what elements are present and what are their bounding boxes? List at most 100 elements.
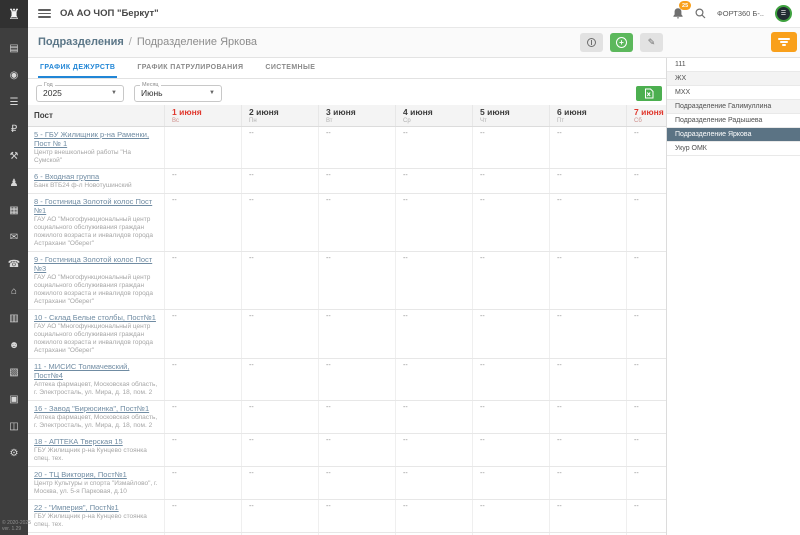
post-link[interactable]: 11 - МИСИС Толмачевский, Пост№4 [34, 362, 130, 380]
schedule-cell[interactable]: -- [472, 169, 549, 193]
year-select[interactable]: Год 2025 ▼ [36, 81, 124, 102]
case-icon[interactable]: ⌂ [10, 286, 18, 297]
schedule-cell[interactable]: -- [626, 169, 666, 193]
schedule-cell[interactable]: -- [626, 194, 666, 251]
ruble-icon[interactable]: ₽ [10, 124, 18, 135]
scan-icon[interactable]: ▦ [9, 205, 19, 216]
subdivision-item[interactable]: Укур ОМК [667, 142, 800, 156]
book-icon[interactable]: ◫ [9, 421, 19, 432]
subdivision-item[interactable]: 111 [667, 58, 800, 72]
schedule-cell[interactable]: -- [241, 467, 318, 499]
post-link[interactable]: 8 - Гостиница Золотой колос Пост №1 [34, 197, 153, 215]
personnel-icon[interactable]: ♟ [9, 178, 19, 189]
schedule-cell[interactable]: -- [472, 434, 549, 466]
schedule-cell[interactable]: -- [318, 500, 395, 532]
breadcrumb-root-link[interactable]: Подразделения [38, 36, 124, 48]
schedule-cell[interactable]: -- [626, 533, 666, 535]
schedule-cell[interactable]: -- [395, 169, 472, 193]
schedule-cell[interactable]: -- [395, 194, 472, 251]
schedule-cell[interactable]: -- [626, 500, 666, 532]
schedule-cell[interactable]: -- [164, 359, 241, 400]
post-link[interactable]: 10 - Склад Белые столбы, Пост№1 [34, 313, 156, 322]
schedule-cell[interactable]: -- [318, 401, 395, 433]
schedule-cell[interactable]: -- [472, 310, 549, 358]
add-button[interactable]: + [610, 33, 633, 52]
user-avatar[interactable]: ☰ [775, 5, 792, 22]
schedule-cell[interactable]: -- [241, 252, 318, 309]
schedule-cell[interactable]: -- [318, 252, 395, 309]
schedule-cell[interactable]: -- [164, 401, 241, 433]
schedule-cell[interactable]: -- [395, 310, 472, 358]
schedule-cell[interactable]: -- [395, 359, 472, 400]
schedule-cell[interactable]: -- [318, 467, 395, 499]
post-link[interactable]: 5 - ГБУ Жилищник р-на Раменки, Пост № 1 [34, 130, 150, 148]
schedule-cell[interactable]: -- [318, 169, 395, 193]
month-select[interactable]: Месяц Июнь ▼ [134, 81, 222, 102]
schedule-cell[interactable]: -- [472, 533, 549, 535]
printer-icon[interactable]: ▣ [9, 394, 19, 405]
schedule-cell[interactable]: -- [549, 127, 626, 168]
schedule-cell[interactable]: -- [549, 434, 626, 466]
schedule-cell[interactable]: -- [395, 467, 472, 499]
schedule-cell[interactable]: -- [626, 127, 666, 168]
fax-icon[interactable]: ✉ [9, 232, 19, 243]
schedule-cell[interactable]: -- [549, 401, 626, 433]
schedule-cell[interactable]: -- [164, 467, 241, 499]
subdivision-item[interactable]: Подразделение Яркова [667, 128, 800, 142]
schedule-cell[interactable]: -- [164, 310, 241, 358]
berkut-logo-icon[interactable]: ♜ [0, 0, 28, 28]
post-link[interactable]: 22 - "Империя", Пост№1 [34, 503, 119, 512]
schedule-cell[interactable]: -- [318, 434, 395, 466]
schedule-cell[interactable]: -- [318, 359, 395, 400]
schedule-cell[interactable]: -- [472, 401, 549, 433]
subdivision-item[interactable]: Подразделение Радышева [667, 114, 800, 128]
schedule-cell[interactable]: -- [472, 194, 549, 251]
tab-system[interactable]: СИСТЕМНЫЕ [265, 63, 316, 71]
edit-button[interactable]: ✎ [640, 33, 663, 52]
subdivision-item[interactable]: ЖХ [667, 72, 800, 86]
schedule-cell[interactable]: -- [164, 500, 241, 532]
schedule-cell[interactable]: -- [318, 533, 395, 535]
schedule-cell[interactable]: -- [318, 194, 395, 251]
post-link[interactable]: 16 - Завод "Бирюсинка", Пост№1 [34, 404, 150, 413]
schedule-cell[interactable]: -- [549, 359, 626, 400]
subdivision-item[interactable]: МХХ [667, 86, 800, 100]
schedule-cell[interactable]: -- [549, 310, 626, 358]
search-icon[interactable] [695, 8, 706, 19]
schedule-cell[interactable]: -- [164, 533, 241, 535]
user-icon[interactable]: ☻ [8, 340, 20, 351]
building-icon[interactable]: ▥ [9, 313, 19, 324]
schedule-cell[interactable]: -- [164, 434, 241, 466]
schedule-cell[interactable]: -- [164, 252, 241, 309]
schedule-cell[interactable]: -- [626, 434, 666, 466]
schedule-cell[interactable]: -- [472, 252, 549, 309]
schedule-cell[interactable]: -- [549, 500, 626, 532]
schedule-cell[interactable]: -- [318, 127, 395, 168]
checklist-icon[interactable]: ☰ [9, 97, 19, 108]
schedule-cell[interactable]: -- [626, 467, 666, 499]
subdivision-item[interactable]: Подразделение Галимуллина [667, 100, 800, 114]
schedule-cell[interactable]: -- [241, 194, 318, 251]
schedule-cell[interactable]: -- [549, 194, 626, 251]
post-link[interactable]: 18 - АПТЕКА Тверская 15 [34, 437, 123, 446]
schedule-cell[interactable]: -- [549, 169, 626, 193]
schedule-cell[interactable]: -- [626, 359, 666, 400]
schedule-cell[interactable]: -- [241, 533, 318, 535]
schedule-cell[interactable]: -- [164, 194, 241, 251]
notifications-bell-icon[interactable]: 25 [672, 1, 692, 20]
schedule-cell[interactable]: -- [549, 252, 626, 309]
schedule-cell[interactable]: -- [395, 500, 472, 532]
menu-toggle-icon[interactable] [38, 9, 51, 18]
report-icon[interactable]: ▧ [9, 367, 19, 378]
phone-icon[interactable]: ☎ [7, 259, 21, 270]
excel-export-button[interactable] [636, 85, 662, 101]
schedule-cell[interactable]: -- [472, 500, 549, 532]
schedule-cell[interactable]: -- [395, 401, 472, 433]
schedule-cell[interactable]: -- [241, 169, 318, 193]
schedule-cell[interactable]: -- [549, 533, 626, 535]
schedule-cell[interactable]: -- [626, 252, 666, 309]
schedule-cell[interactable]: -- [472, 359, 549, 400]
tab-duty-schedule[interactable]: ГРАФИК ДЕЖУРСТВ [38, 58, 118, 78]
schedule-cell[interactable]: -- [626, 310, 666, 358]
tab-patrol-schedule[interactable]: ГРАФИК ПАТРУЛИРОВАНИЯ [137, 63, 244, 71]
